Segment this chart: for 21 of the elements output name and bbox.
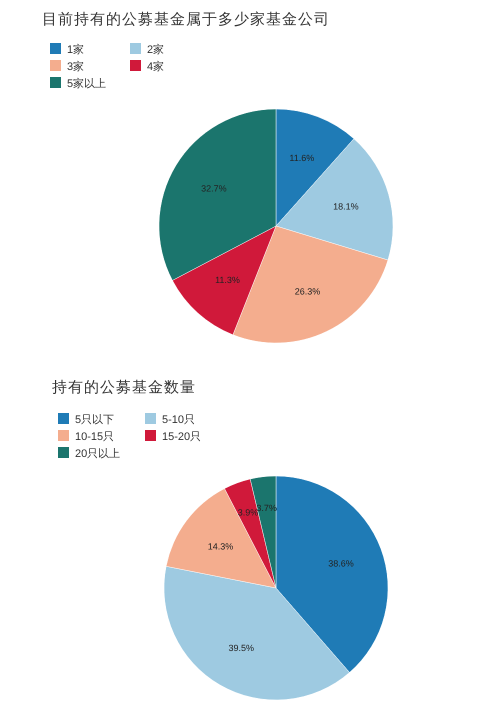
legend-label: 3家 <box>67 60 84 73</box>
chart-title: 持有的公募基金数量 <box>52 379 196 396</box>
data-label: 32.7% <box>201 183 227 194</box>
legend-label: 5-10只 <box>162 414 196 426</box>
data-label: 3.9% <box>238 507 258 518</box>
data-label: 11.6% <box>289 153 314 164</box>
legend-label: 2家 <box>147 43 164 56</box>
data-label: 11.3% <box>215 274 240 285</box>
legend-label: 15-20只 <box>162 431 202 443</box>
data-label: 38.6% <box>328 558 354 569</box>
legend-label: 4家 <box>147 60 164 73</box>
chart-title: 目前持有的公募基金属于多少家基金公司 <box>42 11 330 28</box>
data-label: 26.3% <box>294 286 320 296</box>
data-label: 18.1% <box>333 201 359 212</box>
legend-label: 5家以上 <box>67 77 106 90</box>
data-label: 14.3% <box>208 541 234 552</box>
legend-label: 10-15只 <box>75 431 114 443</box>
legend-label: 5只以下 <box>75 413 114 426</box>
legend-label: 20只以上 <box>75 447 120 460</box>
legend-label: 1家 <box>67 43 84 56</box>
data-label: 39.5% <box>228 643 254 654</box>
